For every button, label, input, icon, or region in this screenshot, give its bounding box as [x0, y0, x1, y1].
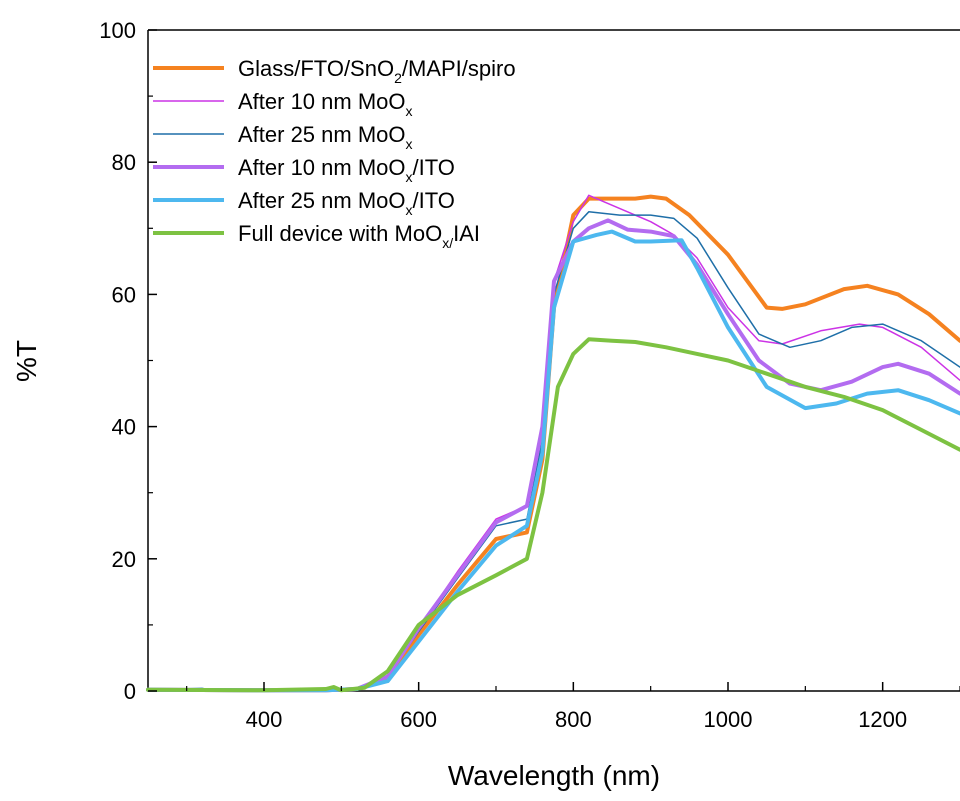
y-tick-label: 100 — [99, 18, 136, 43]
y-tick-label: 80 — [112, 150, 136, 175]
x-tick-label: 1000 — [704, 707, 753, 732]
series-line-4 — [146, 218, 960, 693]
legend-label-1: Glass/FTO/SnO2/MAPI/spiro — [238, 56, 516, 86]
series-line-2 — [147, 194, 960, 692]
y-tick-label: 40 — [112, 415, 136, 440]
series-line-6 — [146, 337, 960, 693]
y-tick-label: 20 — [112, 547, 136, 572]
x-tick-label: 800 — [555, 707, 592, 732]
x-axis-title: Wavelength (nm) — [448, 760, 660, 791]
legend-label-6: Full device with MoOx/IAI — [238, 221, 480, 251]
x-tick-label: 600 — [400, 707, 437, 732]
legend-label-4: After 10 nm MoOx/ITO — [238, 155, 455, 185]
y-tick-label: 60 — [112, 282, 136, 307]
series-line-5 — [146, 229, 960, 693]
y-axis-title: %T — [11, 340, 42, 382]
legend-label-5: After 25 nm MoOx/ITO — [238, 188, 455, 218]
x-tick-label: 1200 — [858, 707, 907, 732]
legend-label-3: After 25 nm MoOx — [238, 122, 413, 152]
series-line-1 — [146, 194, 960, 693]
x-tick-label: 400 — [246, 707, 283, 732]
legend-label-2: After 10 nm MoOx — [238, 89, 413, 119]
y-tick-label: 0 — [124, 679, 136, 704]
